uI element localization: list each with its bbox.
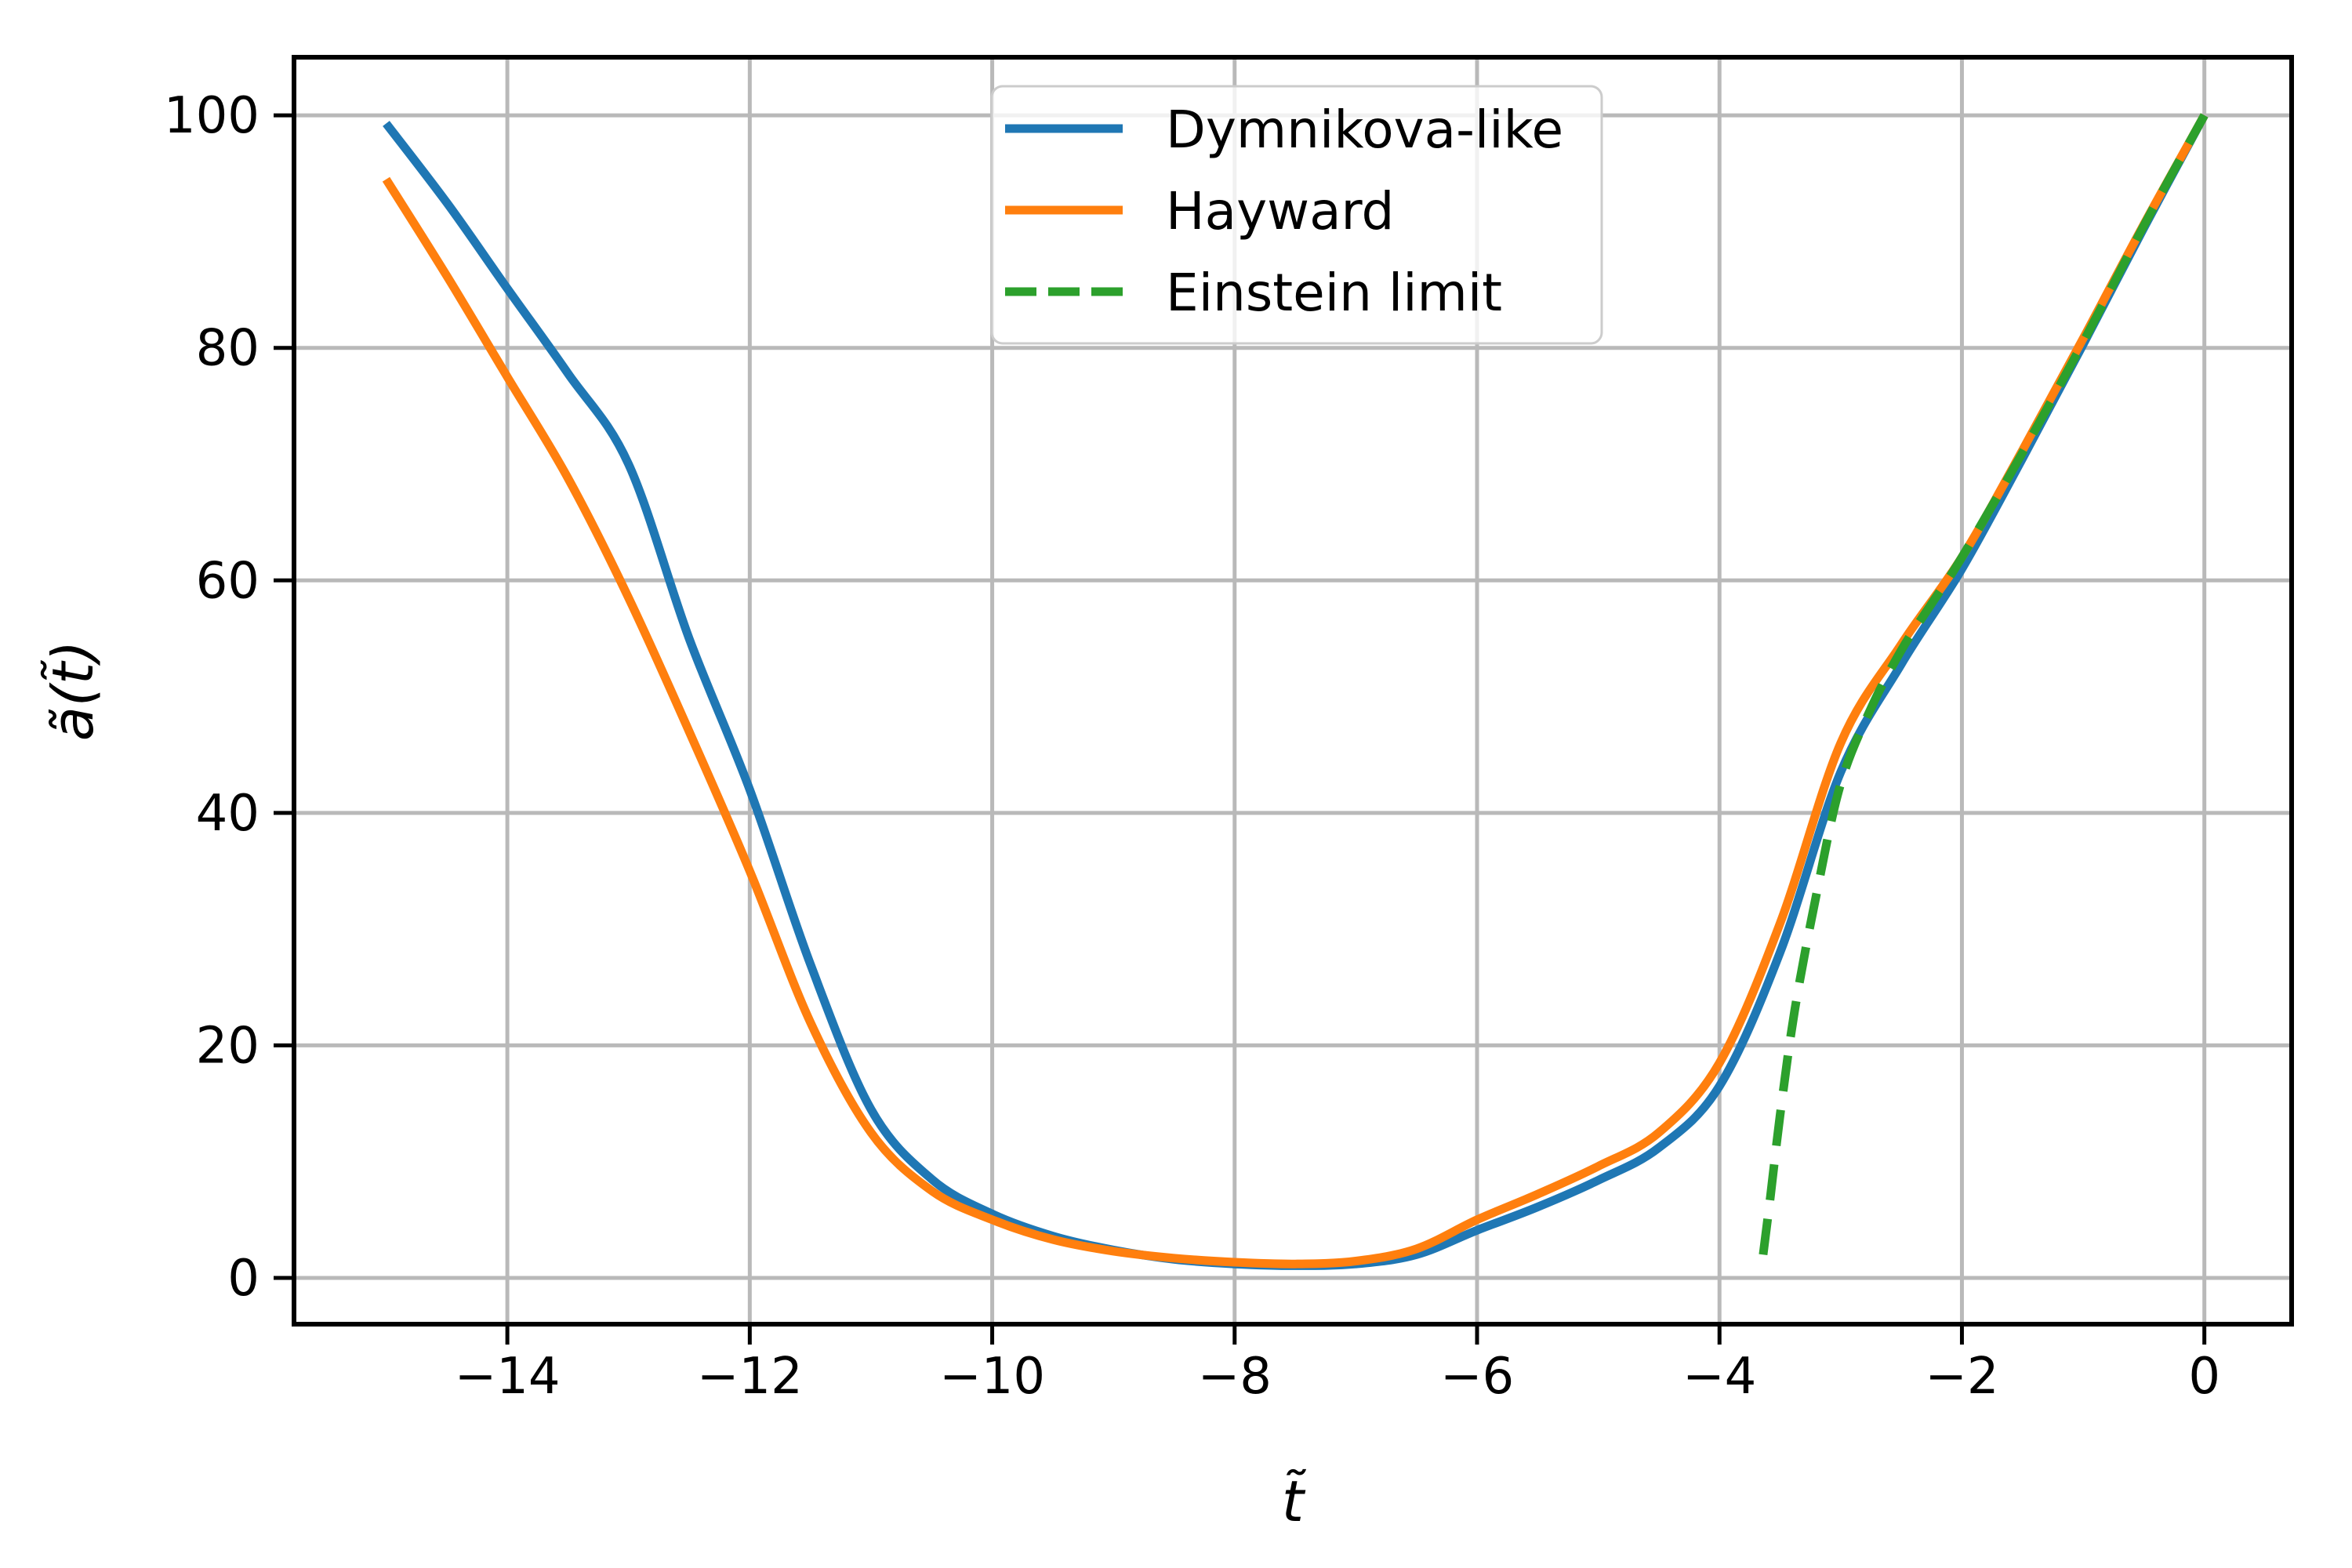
y-tick-label: 0 — [227, 1250, 260, 1308]
curve-einstein-limit — [1759, 113, 2209, 1255]
x-axis-label: t̃ — [1282, 1468, 1306, 1534]
x-tick-label: −12 — [697, 1348, 803, 1406]
y-axis-label: ã(t̃) — [40, 641, 106, 742]
legend: Dymnikova-like Hayward Einstein limit — [990, 85, 1603, 345]
x-tick-label: −8 — [1198, 1348, 1272, 1406]
y-tick-label: 60 — [196, 552, 260, 610]
x-tick-label: −2 — [1925, 1348, 1998, 1406]
x-tick-label: −14 — [455, 1348, 561, 1406]
x-tick-label: 0 — [2188, 1348, 2220, 1406]
x-tick-label: −6 — [1440, 1348, 1514, 1406]
x-axis: −14 −12 −10 −8 −6 −4 −2 0 — [455, 1324, 2220, 1406]
legend-label-einstein: Einstein limit — [1166, 263, 1502, 323]
y-tick-label: 80 — [196, 320, 260, 378]
legend-box — [990, 85, 1603, 345]
y-tick-label: 40 — [196, 785, 260, 843]
y-axis: 0 20 40 60 80 100 — [164, 87, 294, 1308]
plot-frame — [292, 55, 2294, 1327]
x-tick-label: −10 — [939, 1348, 1045, 1406]
legend-label-hayward: Hayward — [1166, 181, 1394, 241]
legend-label-dymnikova: Dymnikova-like — [1166, 100, 1563, 160]
y-tick-label: 20 — [196, 1017, 260, 1075]
plot-curves — [382, 113, 2209, 1270]
y-tick-label: 100 — [164, 87, 260, 145]
x-tick-label: −4 — [1682, 1348, 1756, 1406]
